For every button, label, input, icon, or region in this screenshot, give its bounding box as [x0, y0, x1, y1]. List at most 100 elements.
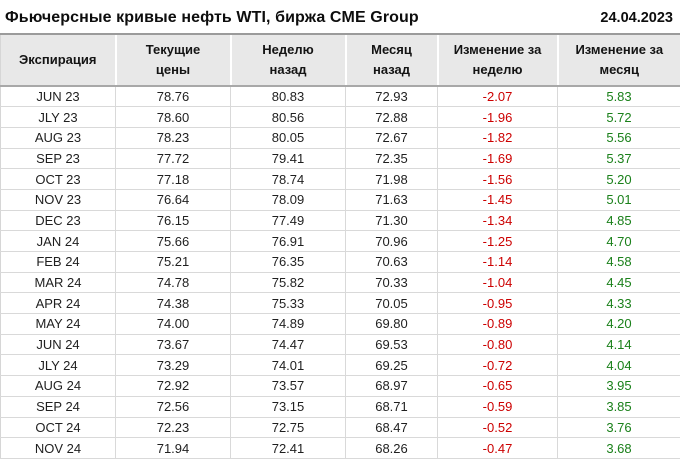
table-row: JLY 23 78.60 80.56 72.88 -1.96 5.72 [0, 106, 680, 128]
cell-current-price: 77.18 [115, 168, 231, 190]
cell-week-change: -0.89 [437, 313, 558, 335]
header-row: Экспирация Текущие цены Неделю назад Мес… [0, 33, 680, 87]
cell-week-change: -1.82 [437, 127, 558, 149]
cell-current-price: 71.94 [115, 437, 231, 459]
titlebar: Фьючерсные кривые нефть WTI, биржа CME G… [0, 0, 680, 33]
cell-current-price: 74.78 [115, 272, 231, 294]
cell-week-ago: 75.33 [230, 292, 346, 315]
cell-month-change: 4.20 [557, 313, 680, 335]
cell-current-price: 72.23 [115, 417, 231, 439]
cell-expiration: NOV 23 [0, 189, 116, 211]
table-row: DEC 23 76.15 77.49 71.30 -1.34 4.85 [0, 210, 680, 232]
cell-week-ago: 74.89 [230, 313, 346, 335]
cell-expiration: JAN 24 [0, 230, 116, 252]
cell-current-price: 78.60 [115, 106, 231, 128]
cell-week-ago: 78.74 [230, 168, 346, 190]
cell-week-ago: 77.49 [230, 210, 346, 232]
cell-week-ago: 73.57 [230, 375, 346, 397]
cell-month-change: 4.85 [557, 210, 680, 232]
cell-current-price: 76.64 [115, 189, 231, 211]
cell-expiration: MAY 24 [0, 313, 116, 335]
table-row: JUN 23 78.76 80.83 72.93 -2.07 5.83 [0, 86, 680, 108]
cell-month-ago: 72.67 [345, 127, 438, 149]
cell-week-change: -0.59 [437, 396, 558, 418]
cell-current-price: 75.66 [115, 230, 231, 252]
cell-expiration: OCT 24 [0, 417, 116, 439]
cell-expiration: APR 24 [0, 292, 116, 315]
cell-expiration: AUG 23 [0, 127, 116, 149]
cell-month-ago: 68.97 [345, 375, 438, 397]
column-header-week-change: Изменение за неделю [436, 33, 558, 87]
cell-current-price: 78.76 [115, 86, 231, 108]
cell-week-ago: 80.83 [230, 86, 346, 108]
cell-week-ago: 72.75 [230, 417, 346, 439]
cell-week-ago: 73.15 [230, 396, 346, 418]
cell-month-ago: 71.98 [345, 168, 438, 190]
cell-expiration: DEC 23 [0, 210, 116, 232]
cell-week-ago: 74.47 [230, 334, 346, 356]
cell-week-change: -0.80 [437, 334, 558, 356]
table-row: OCT 23 77.18 78.74 71.98 -1.56 5.20 [0, 168, 680, 190]
cell-current-price: 73.67 [115, 334, 231, 356]
table-row: MAY 24 74.00 74.89 69.80 -0.89 4.20 [0, 313, 680, 335]
cell-current-price: 72.56 [115, 396, 231, 418]
cell-week-change: -1.04 [437, 272, 558, 294]
cell-expiration: JUN 23 [0, 86, 116, 108]
cell-month-ago: 71.63 [345, 189, 438, 211]
cell-month-change: 5.83 [557, 86, 680, 108]
cell-month-ago: 72.88 [345, 106, 438, 128]
cell-month-ago: 70.33 [345, 272, 438, 294]
cell-week-change: -0.65 [437, 375, 558, 397]
cell-expiration: MAR 24 [0, 272, 116, 294]
column-header-expiration: Экспирация [0, 33, 116, 87]
column-header-week-ago: Неделю назад [229, 33, 346, 87]
table-row: JAN 24 75.66 76.91 70.96 -1.25 4.70 [0, 230, 680, 252]
table-row: JLY 24 73.29 74.01 69.25 -0.72 4.04 [0, 354, 680, 377]
cell-week-change: -1.14 [437, 251, 558, 273]
cell-month-ago: 68.47 [345, 417, 438, 439]
cell-week-change: -0.95 [437, 292, 558, 315]
cell-month-change: 5.01 [557, 189, 680, 211]
report-date: 24.04.2023 [600, 9, 673, 26]
cell-week-change: -1.25 [437, 230, 558, 252]
cell-week-change: -2.07 [437, 86, 558, 108]
cell-month-change: 3.95 [557, 375, 680, 397]
cell-current-price: 75.21 [115, 251, 231, 273]
cell-expiration: SEP 24 [0, 396, 116, 418]
cell-current-price: 72.92 [115, 375, 231, 397]
cell-current-price: 74.38 [115, 292, 231, 315]
cell-week-ago: 75.82 [230, 272, 346, 294]
cell-week-ago: 76.91 [230, 230, 346, 252]
cell-week-change: -0.72 [437, 354, 558, 377]
cell-current-price: 74.00 [115, 313, 231, 335]
column-header-month-change: Изменение за месяц [556, 33, 680, 87]
cell-expiration: JUN 24 [0, 334, 116, 356]
cell-current-price: 76.15 [115, 210, 231, 232]
table-row: NOV 23 76.64 78.09 71.63 -1.45 5.01 [0, 189, 680, 211]
cell-expiration: NOV 24 [0, 437, 116, 459]
cell-week-change: -0.47 [437, 437, 558, 459]
cell-month-change: 3.76 [557, 417, 680, 439]
cell-month-ago: 70.63 [345, 251, 438, 273]
cell-month-ago: 69.80 [345, 313, 438, 335]
cell-expiration: FEB 24 [0, 251, 116, 273]
cell-month-ago: 68.71 [345, 396, 438, 418]
cell-month-change: 3.68 [557, 437, 680, 459]
cell-expiration: JLY 23 [0, 106, 116, 128]
cell-week-change: -1.69 [437, 148, 558, 170]
cell-month-ago: 69.53 [345, 334, 438, 356]
cell-week-change: -1.56 [437, 168, 558, 190]
cell-month-ago: 72.35 [345, 148, 438, 170]
table-body: JUN 23 78.76 80.83 72.93 -2.07 5.83 JLY … [0, 86, 680, 459]
cell-week-change: -0.52 [437, 417, 558, 439]
cell-month-change: 5.20 [557, 168, 680, 190]
cell-current-price: 78.23 [115, 127, 231, 149]
table-row: MAR 24 74.78 75.82 70.33 -1.04 4.45 [0, 272, 680, 294]
cell-month-change: 4.45 [557, 272, 680, 294]
table-header: Экспирация Текущие цены Неделю назад Мес… [0, 33, 680, 87]
column-header-current-price: Текущие цены [114, 33, 231, 87]
cell-week-ago: 80.56 [230, 106, 346, 128]
cell-week-change: -1.45 [437, 189, 558, 211]
cell-expiration: JLY 24 [0, 354, 116, 377]
futures-table: Экспирация Текущие цены Неделю назад Мес… [0, 33, 680, 459]
